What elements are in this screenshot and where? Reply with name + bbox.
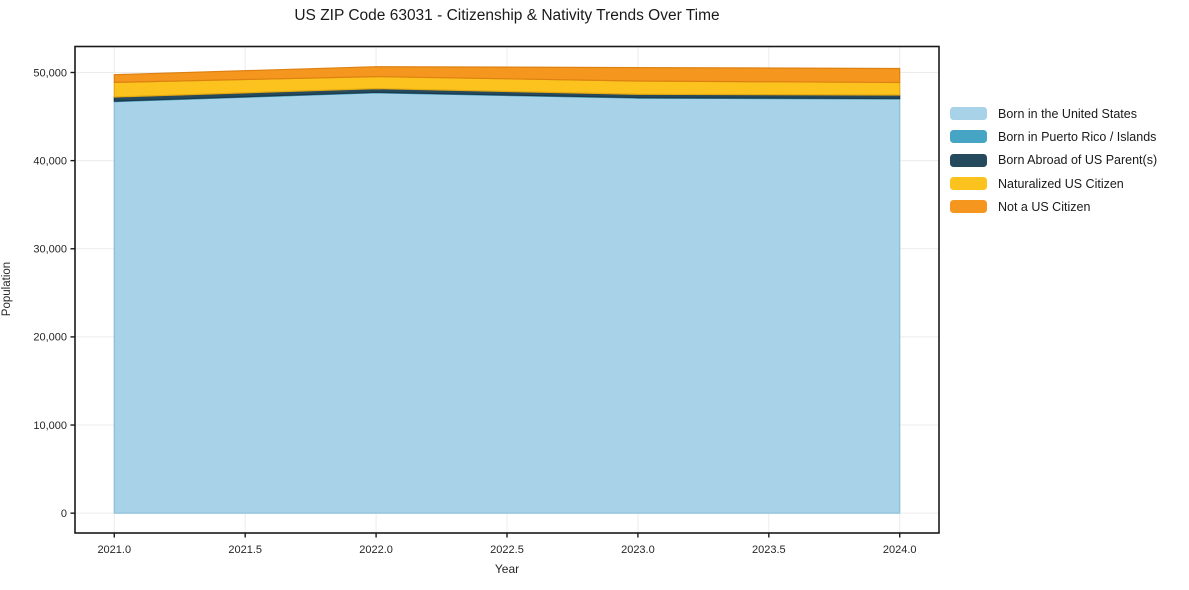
legend-swatch-icon (950, 200, 987, 214)
legend-item: Born Abroad of US Parent(s) (950, 149, 1157, 172)
x-tick-label: 2024.0 (883, 544, 917, 556)
legend-swatch-icon (950, 177, 987, 191)
area-series (113, 92, 901, 514)
y-tick-label: 0 (61, 508, 67, 520)
legend: Born in the United States Born in Puerto … (950, 102, 1157, 218)
legend-label: Born in the United States (998, 106, 1137, 121)
legend-label: Born in Puerto Rico / Islands (998, 129, 1157, 144)
legend-swatch-icon (950, 130, 987, 144)
legend-item: Naturalized US Citizen (950, 172, 1157, 195)
legend-swatch-icon (950, 153, 987, 167)
y-tick-label: 30,000 (33, 244, 67, 256)
chart-title: US ZIP Code 63031 - Citizenship & Nativi… (294, 7, 720, 24)
x-tick-label: 2022.0 (359, 544, 393, 556)
x-tick-label: 2021.5 (228, 544, 262, 556)
x-tick-label: 2023.0 (621, 544, 655, 556)
x-axis-label: Year (494, 562, 520, 576)
legend-swatch-icon (950, 107, 987, 121)
legend-item: Not a US Citizen (950, 195, 1157, 218)
legend-item: Born in Puerto Rico / Islands (950, 125, 1157, 148)
legend-item: Born in the United States (950, 102, 1157, 125)
x-tick-label: 2023.5 (752, 544, 786, 556)
legend-label: Naturalized US Citizen (998, 176, 1124, 191)
y-tick-label: 50,000 (33, 67, 67, 79)
legend-label: Not a US Citizen (998, 199, 1091, 214)
y-axis-label: Population (1, 261, 13, 317)
y-tick-label: 10,000 (33, 420, 67, 432)
y-tick-label: 40,000 (33, 155, 67, 167)
x-tick-label: 2022.5 (490, 544, 524, 556)
x-tick-label: 2021.0 (97, 544, 131, 556)
legend-label: Born Abroad of US Parent(s) (998, 153, 1158, 168)
y-tick-label: 20,000 (33, 332, 67, 344)
area-series (113, 66, 901, 84)
